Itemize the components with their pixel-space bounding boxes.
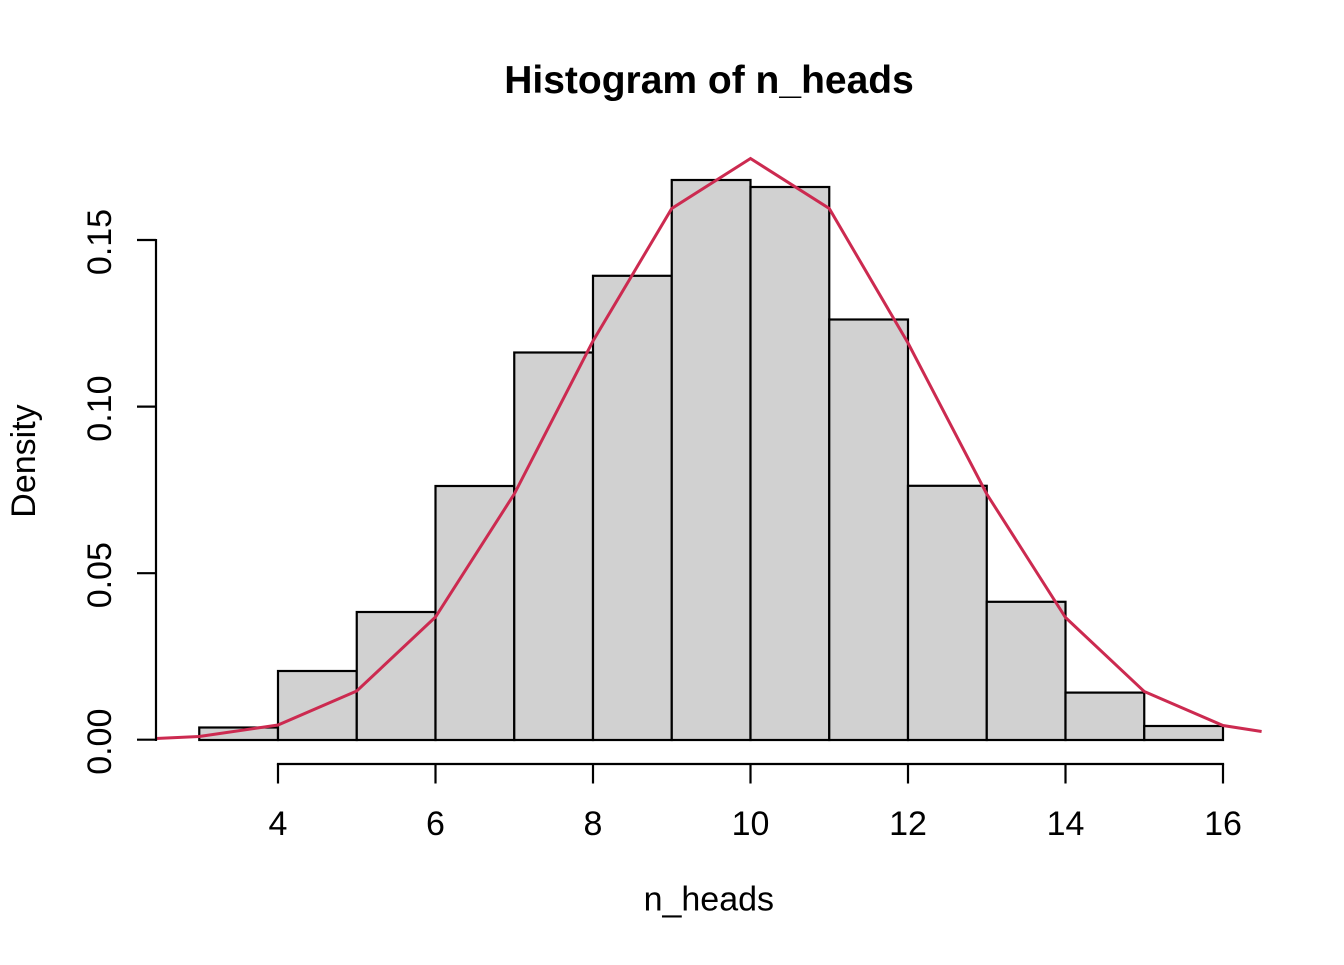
svg-text:0.00: 0.00 (81, 709, 119, 775)
svg-text:Density: Density (5, 404, 43, 517)
svg-text:16: 16 (1204, 805, 1242, 843)
svg-text:0.05: 0.05 (81, 542, 119, 608)
svg-text:0.10: 0.10 (81, 376, 119, 442)
svg-text:4: 4 (269, 805, 288, 843)
svg-text:Histogram of n_heads: Histogram of n_heads (504, 59, 914, 102)
svg-text:8: 8 (584, 805, 603, 843)
svg-text:12: 12 (889, 805, 927, 843)
svg-text:n_heads: n_heads (644, 881, 774, 919)
svg-text:0.15: 0.15 (81, 209, 119, 275)
svg-text:14: 14 (1047, 805, 1085, 843)
svg-text:6: 6 (426, 805, 445, 843)
svg-text:10: 10 (732, 805, 770, 843)
